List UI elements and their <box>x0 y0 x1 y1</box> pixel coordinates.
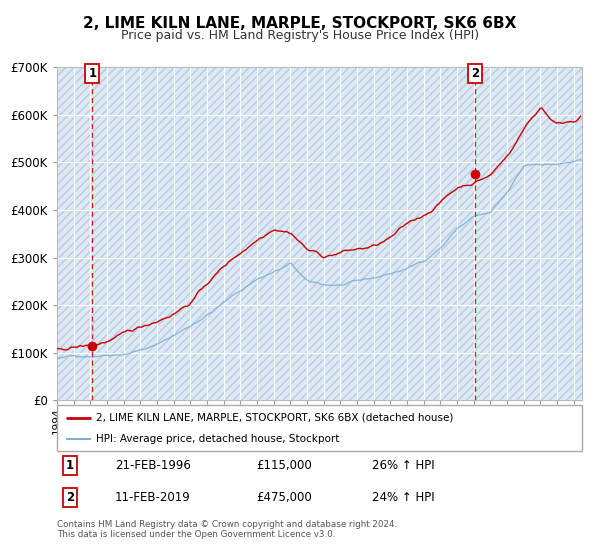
Text: HPI: Average price, detached house, Stockport: HPI: Average price, detached house, Stoc… <box>97 435 340 444</box>
Text: 2: 2 <box>471 67 479 80</box>
Text: 1: 1 <box>66 459 74 472</box>
Text: Price paid vs. HM Land Registry's House Price Index (HPI): Price paid vs. HM Land Registry's House … <box>121 29 479 42</box>
Text: 24% ↑ HPI: 24% ↑ HPI <box>372 491 434 504</box>
Text: 2, LIME KILN LANE, MARPLE, STOCKPORT, SK6 6BX (detached house): 2, LIME KILN LANE, MARPLE, STOCKPORT, SK… <box>97 413 454 423</box>
Text: 21-FEB-1996: 21-FEB-1996 <box>115 459 191 472</box>
Text: 1: 1 <box>88 67 97 80</box>
Text: 2: 2 <box>66 491 74 504</box>
Text: £115,000: £115,000 <box>257 459 312 472</box>
Text: Contains HM Land Registry data © Crown copyright and database right 2024.
This d: Contains HM Land Registry data © Crown c… <box>57 520 397 539</box>
Text: 2, LIME KILN LANE, MARPLE, STOCKPORT, SK6 6BX: 2, LIME KILN LANE, MARPLE, STOCKPORT, SK… <box>83 16 517 31</box>
Text: 26% ↑ HPI: 26% ↑ HPI <box>372 459 434 472</box>
Text: £475,000: £475,000 <box>257 491 312 504</box>
Text: 11-FEB-2019: 11-FEB-2019 <box>115 491 191 504</box>
